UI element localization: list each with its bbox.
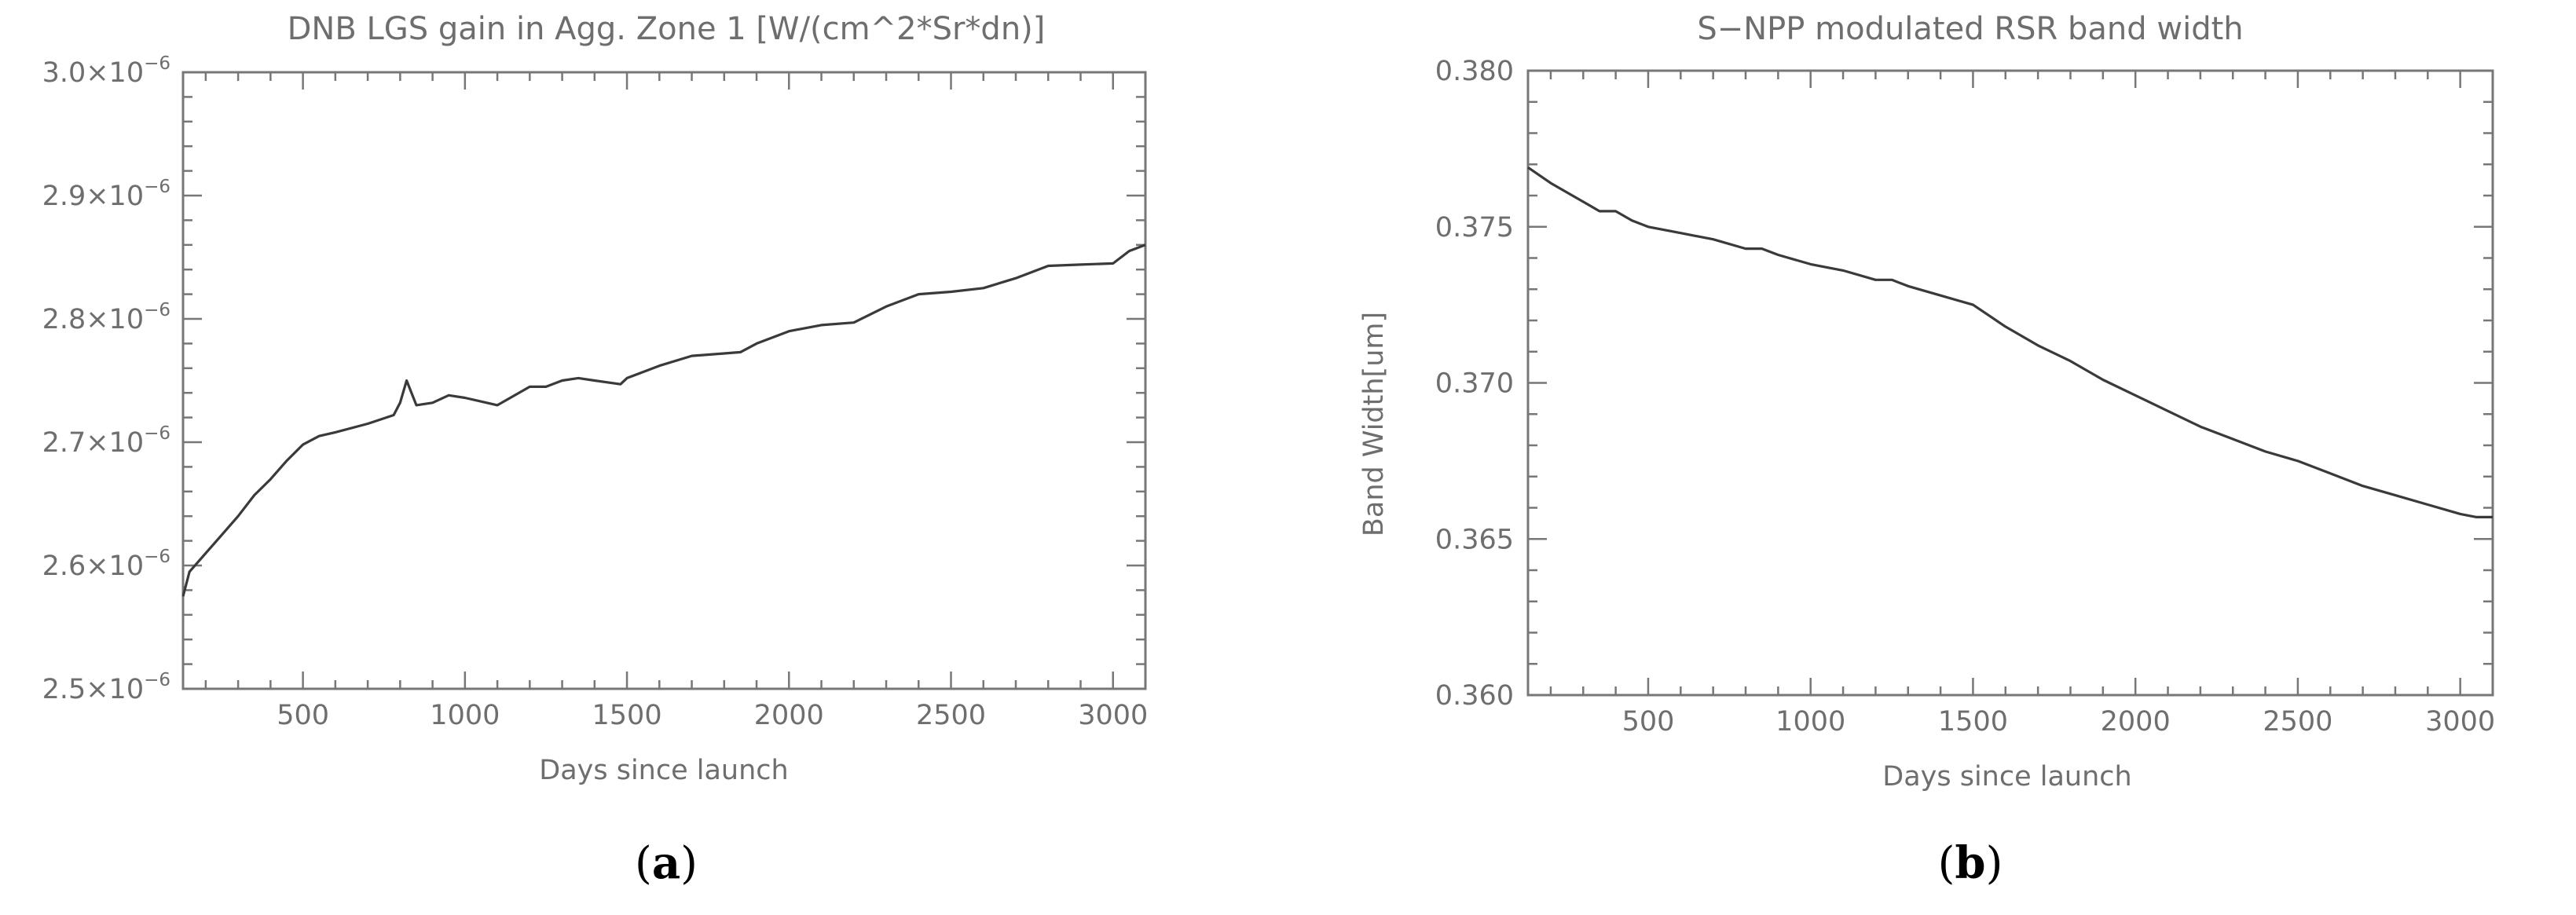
chart-a-y-tick-labels: 2.5×10−62.6×10−62.7×10−62.8×10−62.9×10−6… [42,53,170,705]
b-x-tick-label: 2500 [2263,706,2332,737]
chart-a-series-line [181,243,1146,597]
b-y-tick-label: 0.375 [1435,212,1514,243]
a-x-tick-label: 1000 [430,700,500,731]
chart-b-caption-letter: b [1955,837,1985,889]
chart-b-y-tick-labels: 0.360 0.365 0.370 0.375 0.380 [1435,56,1514,712]
chart-a-caption-letter: a [652,837,680,889]
b-y-tick-label: 0.365 [1435,524,1514,555]
chart-b: S−NPP modulated RSR band width Band Widt… [1358,11,2495,889]
a-y-tick-mantissa: 2.6×10 [42,551,145,582]
a-y-tick-mantissa: 2.9×10 [42,181,145,212]
a-y-tick-label: 2.6×10−6 [42,547,170,582]
a-y-tick-exponent: −6 [144,300,170,320]
chart-a-x-axis-label: Days since launch [539,755,788,786]
a-y-tick-exponent: −6 [144,53,170,74]
chart-b-x-tick-labels: 500 1000 1500 2000 2500 3000 [1622,706,2496,737]
a-y-tick-exponent: −6 [144,177,170,197]
a-y-tick-label: 2.5×10−6 [42,670,170,705]
b-y-tick-label: 0.370 [1435,368,1514,400]
a-y-tick-label: 2.9×10−6 [42,177,170,212]
b-x-tick-label: 1000 [1775,706,1845,737]
a-x-tick-label: 3000 [1078,700,1148,731]
b-x-tick-label: 2000 [2101,706,2171,737]
chart-a-title: DNB LGS gain in Agg. Zone 1 [W/(cm^2*Sr*… [288,11,1046,47]
chart-b-plot-frame [1526,69,2494,697]
a-y-tick-label: 2.8×10−6 [42,300,170,335]
chart-a-x-tick-labels: 500 1000 1500 2000 2500 3000 [277,700,1148,731]
b-y-tick-label: 0.380 [1435,56,1514,87]
chart-a-plot-frame [181,71,1147,690]
a-x-tick-label: 2000 [754,700,824,731]
chart-b-x-axis-label: Days since launch [1882,761,2131,792]
chart-a: DNB LGS gain in Agg. Zone 1 [W/(cm^2*Sr*… [42,11,1149,889]
a-y-tick-exponent: −6 [144,423,170,444]
a-y-tick-label: 2.7×10−6 [42,423,170,459]
chart-a-ticks [183,71,1147,690]
a-y-tick-mantissa: 2.7×10 [42,427,145,459]
chart-b-caption: (b) [1938,837,2003,889]
chart-b-series-line [1527,166,2493,518]
chart-a-caption: (a) [635,837,698,889]
b-x-tick-label: 500 [1622,706,1675,737]
chart-b-y-axis-label: Band Width[um] [1358,312,1390,536]
a-y-tick-exponent: −6 [144,670,170,690]
a-y-tick-mantissa: 2.5×10 [42,674,145,705]
b-x-tick-label: 1500 [1938,706,2008,737]
a-y-tick-exponent: −6 [144,547,170,567]
chart-b-ticks [1528,69,2494,697]
chart-b-title: S−NPP modulated RSR band width [1697,11,2243,47]
b-y-tick-label: 0.360 [1435,680,1514,712]
a-x-tick-label: 2500 [916,700,986,731]
a-x-tick-label: 500 [277,700,329,731]
b-x-tick-label: 3000 [2425,706,2495,737]
a-x-tick-label: 1500 [592,700,662,731]
a-y-tick-label: 3.0×10−6 [42,53,170,89]
a-y-tick-mantissa: 2.8×10 [42,304,145,335]
a-y-tick-mantissa: 3.0×10 [42,57,145,89]
